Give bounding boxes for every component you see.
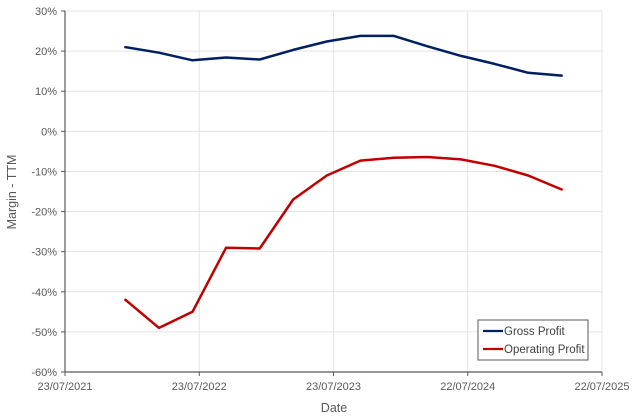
y-tick-label: -30% [31,247,57,259]
x-tick-label: 23/07/2022 [172,381,227,393]
y-tick-label: -20% [31,207,57,219]
legend-gross-profit-label: Gross Profit [504,326,566,338]
legend: Gross Profit Operating Profit [477,319,589,361]
y-axis-ticks: 30% 20% 10% 0% -10% -20% -30% -40% -50% -60% [31,6,65,379]
gross-profit-line [124,34,563,77]
y-tick-label: 0% [41,126,57,138]
y-tick-label: -40% [31,287,57,299]
x-axis-ticks: 23/07/2021 23/07/2022 23/07/2023 22/07/2024… [37,372,630,393]
x-tick-label: 22/07/2024 [440,381,495,393]
legend-box [477,319,589,361]
series-lines [124,34,563,330]
x-axis-title: Date [321,401,347,415]
y-tick-label: -50% [31,327,57,339]
x-tick-label: 23/07/2023 [306,381,361,393]
y-axis-title: Margin - TTM [5,155,19,230]
x-tick-label: 22/07/2025 [574,381,629,393]
y-tick-label: -10% [31,166,57,178]
y-tick-label: -60% [31,367,57,379]
operating-profit-line [124,155,563,330]
x-tick-label: 23/07/2021 [37,381,92,393]
y-tick-label: 20% [35,46,57,58]
legend-operating-profit-label: Operating Profit [504,344,585,356]
y-tick-label: 10% [35,86,57,98]
y-tick-label: 30% [35,6,57,18]
